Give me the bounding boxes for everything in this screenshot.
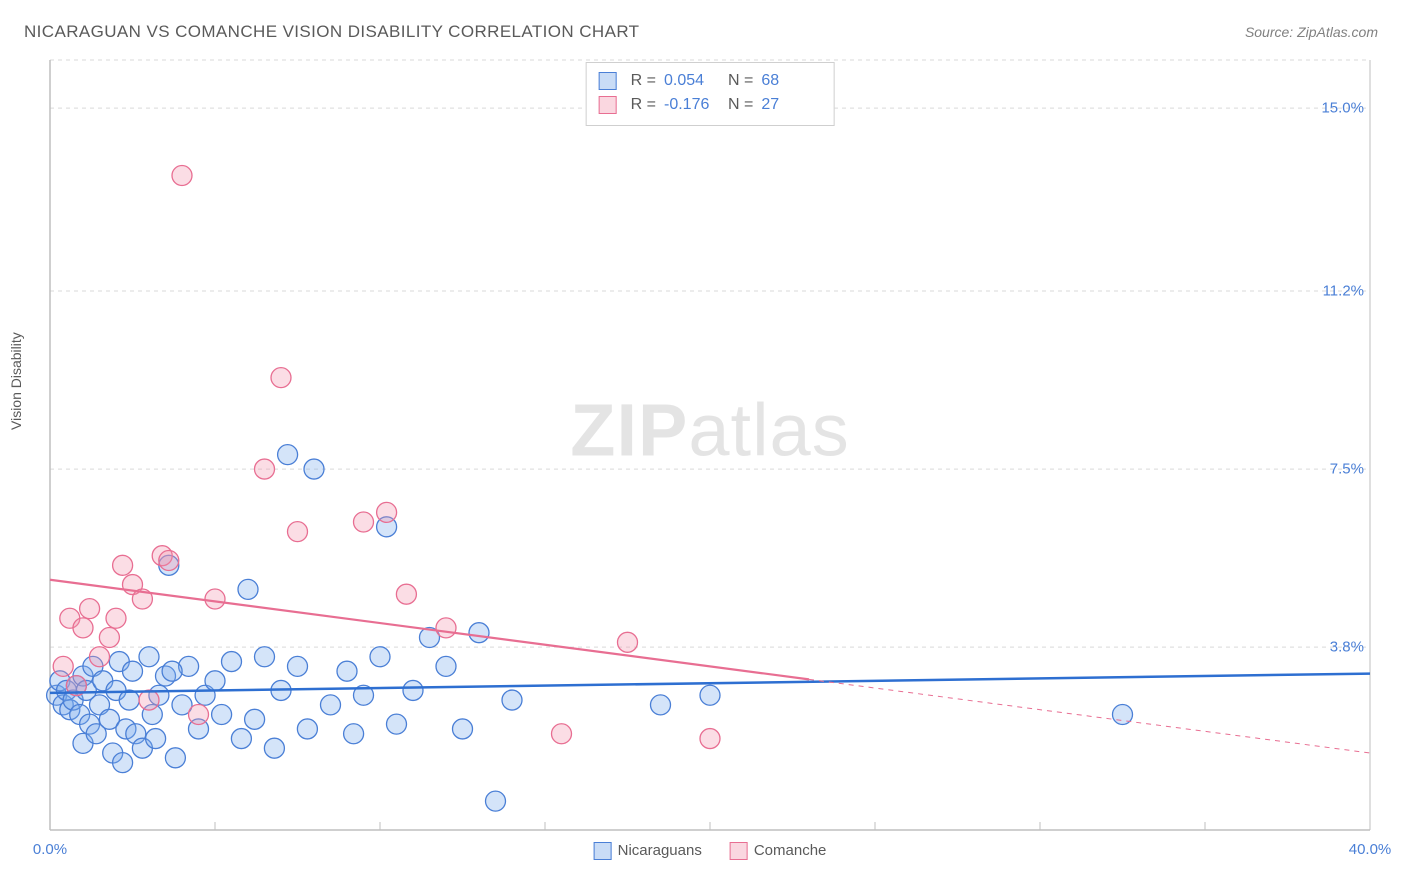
chart-title: NICARAGUAN VS COMANCHE VISION DISABILITY… [24, 22, 639, 42]
y-tick: 3.8% [1330, 639, 1364, 656]
y-tick: 11.2% [1323, 283, 1364, 300]
swatch-pink-icon [599, 96, 617, 114]
swatch-pink-icon [730, 842, 748, 860]
legend-item-comanche: Comanche [730, 842, 827, 860]
correlation-stats-box: R =0.054 N =68 R =-0.176 N =27 [586, 62, 835, 126]
swatch-blue-icon [594, 842, 612, 860]
stats-row-nicaraguans: R =0.054 N =68 [599, 69, 818, 93]
x-tick-max: 40.0% [1349, 841, 1392, 858]
x-tick-min: 0.0% [33, 841, 67, 858]
stats-row-comanche: R =-0.176 N =27 [599, 93, 818, 117]
y-axis-label: Vision Disability [8, 332, 24, 430]
chart-plot-area: ZIPatlas R =0.054 N =68 R =-0.176 N =27 … [50, 60, 1370, 830]
source-label: Source: ZipAtlas.com [1245, 24, 1378, 40]
legend-item-nicaraguans: Nicaraguans [594, 842, 702, 860]
swatch-blue-icon [599, 72, 617, 90]
scatter-chart [50, 60, 1370, 830]
y-tick: 7.5% [1330, 461, 1364, 478]
legend: Nicaraguans Comanche [594, 842, 827, 860]
y-tick: 15.0% [1321, 100, 1364, 117]
